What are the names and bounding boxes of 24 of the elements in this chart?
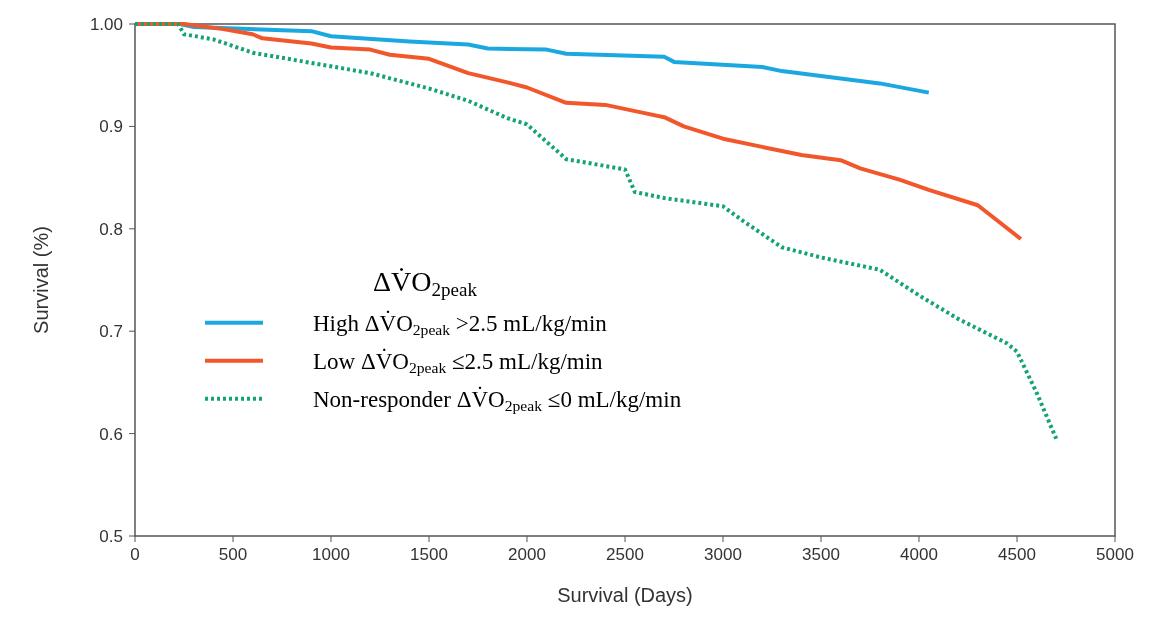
legend-title: ΔV̇O$_{2peak}$ xyxy=(373,265,478,300)
y-tick-label: 0.6 xyxy=(99,424,123,444)
x-tick-label: 5000 xyxy=(1096,545,1134,564)
x-tick-label: 3000 xyxy=(704,545,742,564)
x-tick-label: 4500 xyxy=(998,545,1036,564)
x-tick-label: 1000 xyxy=(312,545,350,564)
x-tick-label: 2500 xyxy=(606,545,644,564)
legend-label: Low ΔV̇O$_{2peak}$ ≤2.5 mL/kg/min xyxy=(313,348,604,376)
y-tick-label: 0.7 xyxy=(99,322,123,342)
x-tick-label: 0 xyxy=(130,545,140,564)
x-tick-label: 4000 xyxy=(900,545,938,564)
x-tick-label: 3500 xyxy=(802,545,840,564)
y-tick-label: 0.8 xyxy=(99,219,123,239)
line-series xyxy=(133,22,1059,441)
legend-label: High ΔV̇O$_{2peak}$ >2.5 mL/kg/min xyxy=(313,310,608,338)
y-tick-label: 0.5 xyxy=(99,527,123,546)
x-axis-title: Survival (Days) xyxy=(557,584,693,606)
x-tick-label: 1500 xyxy=(410,545,448,564)
x-tick-label: 500 xyxy=(218,545,248,564)
y-tick-label: 0.9 xyxy=(99,117,123,137)
legend-label: Non-responder ΔV̇O$_{2peak}$ ≤0 mL/kg/min xyxy=(313,386,682,414)
y-tick-label: 1.00 xyxy=(89,15,123,34)
x-tick-label: 2000 xyxy=(508,545,546,564)
y-axis-title: Survival (%) xyxy=(30,226,52,334)
